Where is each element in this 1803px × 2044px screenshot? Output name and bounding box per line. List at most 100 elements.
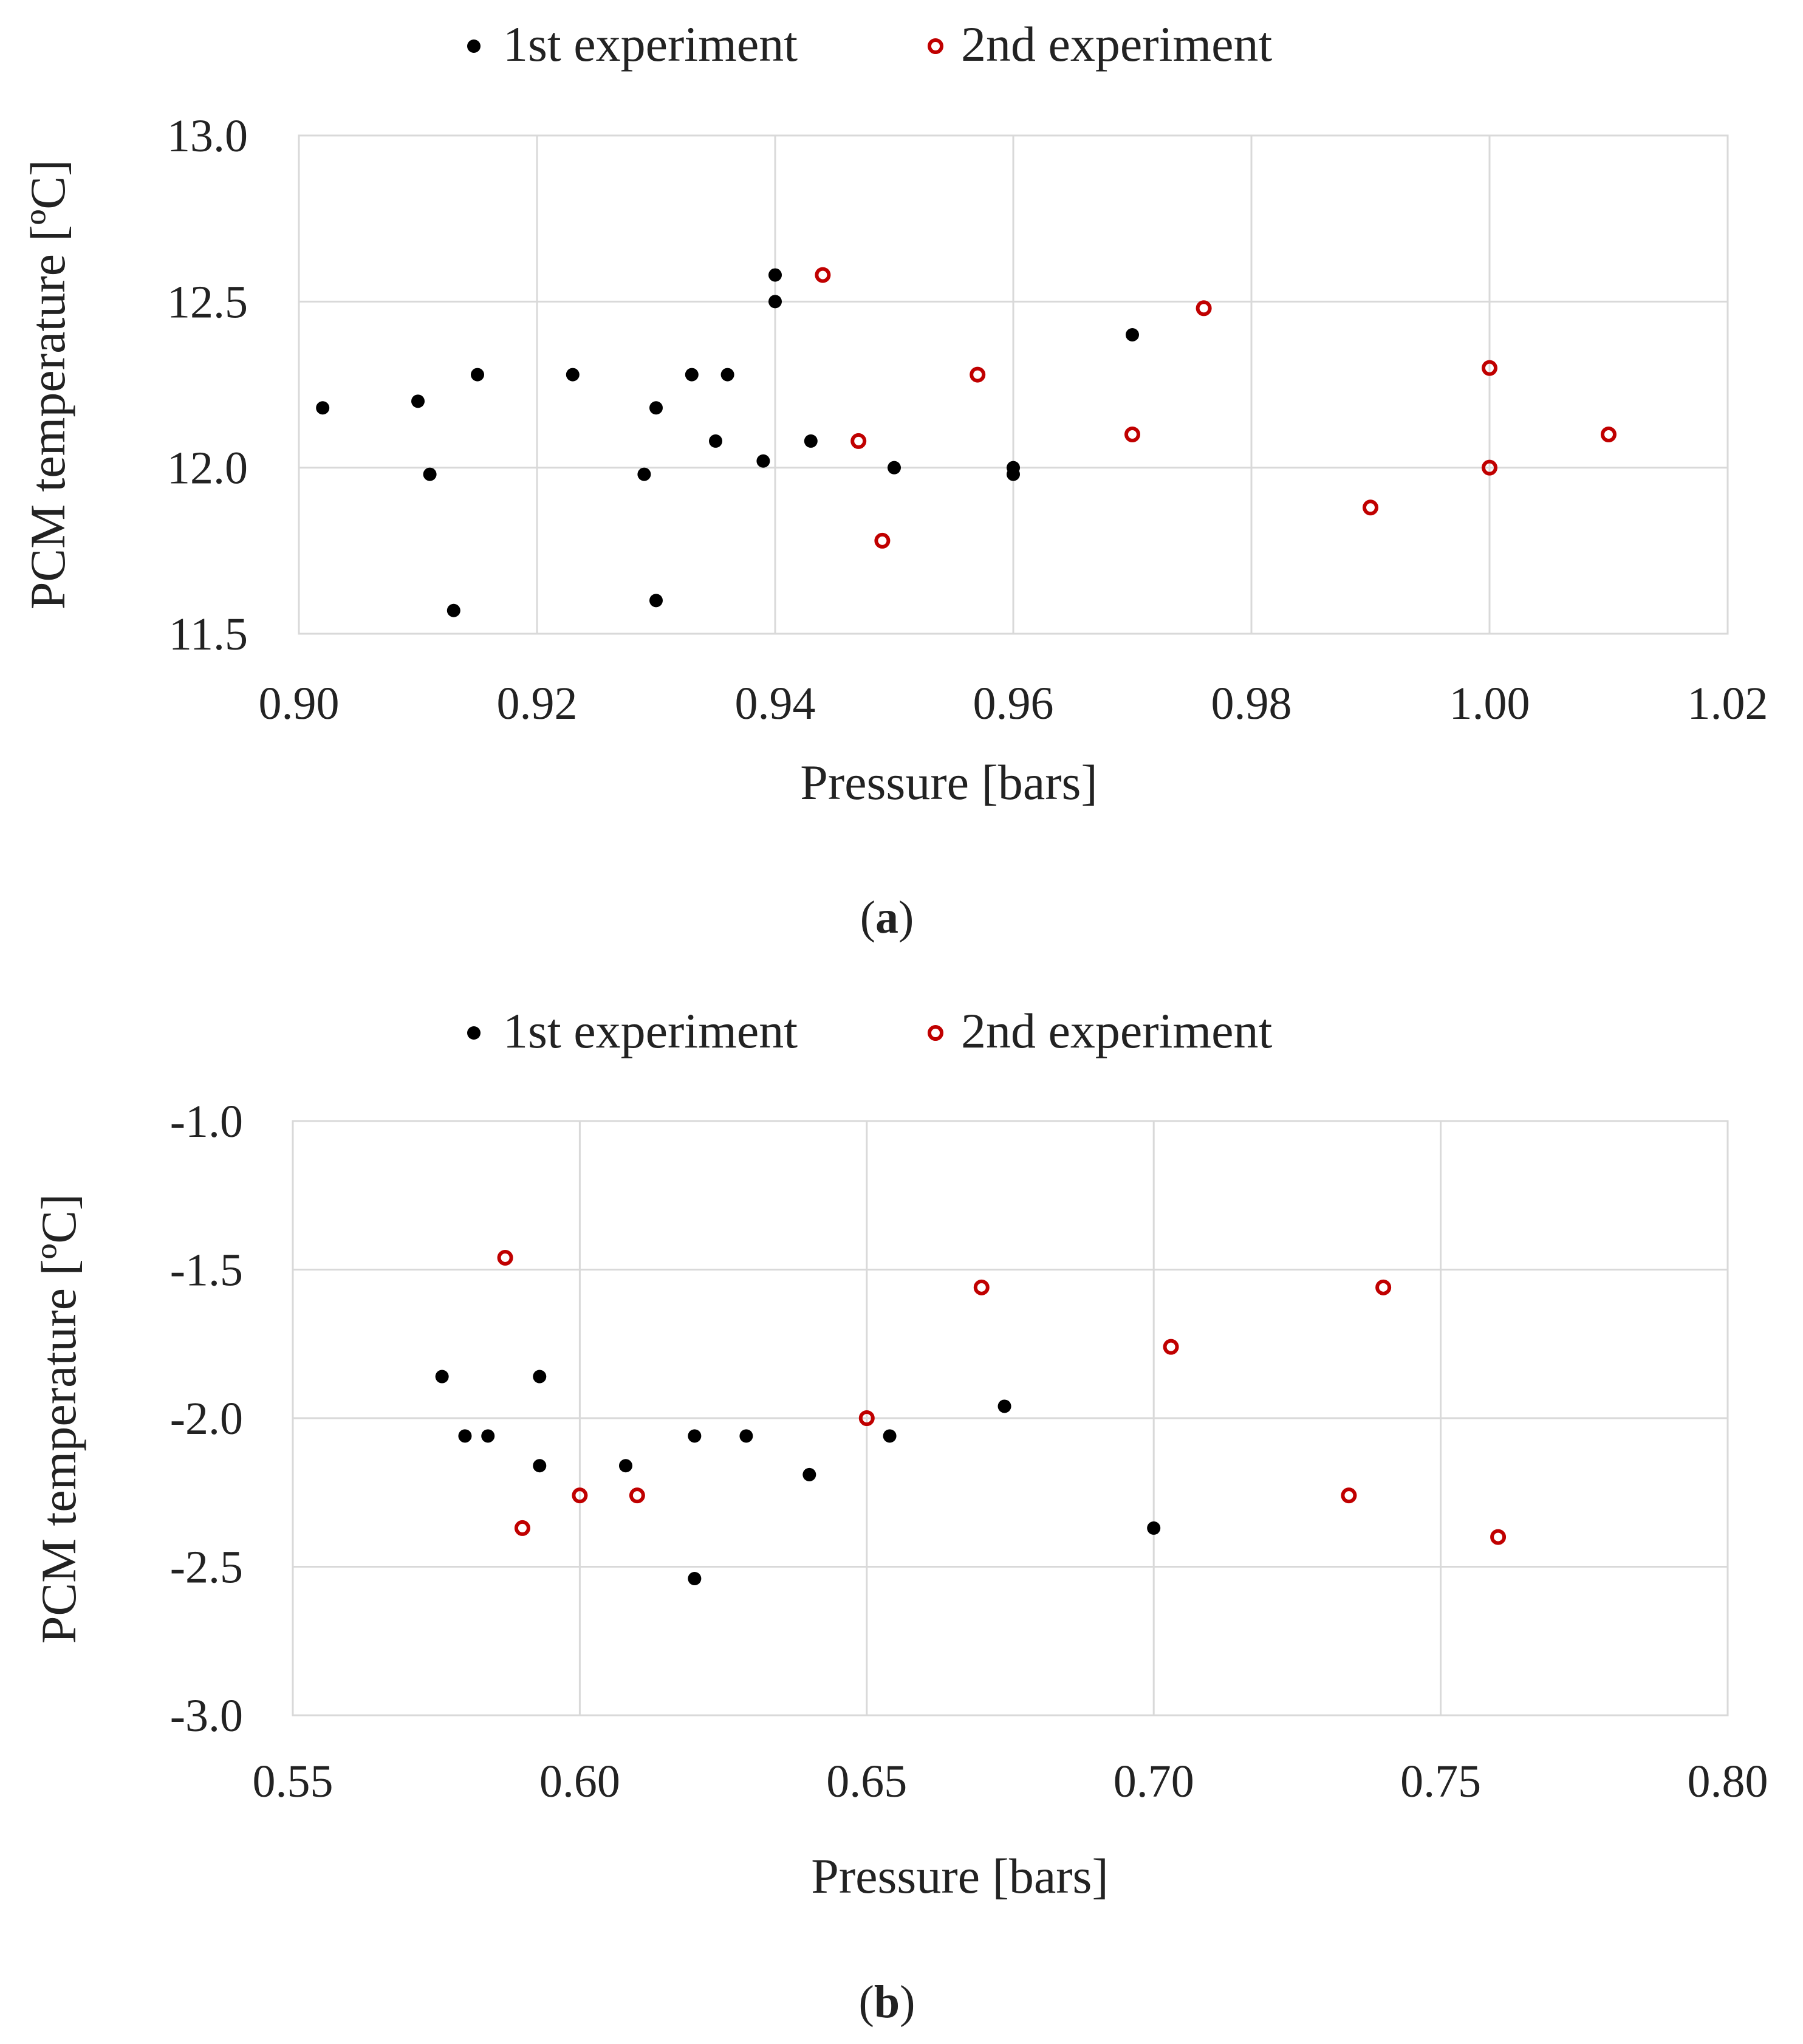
data-point-1st-experiment [709,434,722,448]
y-axis-ticks: 11.5 12.0 12.5 13.0 [167,111,248,660]
data-point-1st-experiment [688,1429,702,1443]
data-point-1st-experiment [458,1429,472,1443]
legend: 1st experiment 2nd experiment [467,16,1273,72]
data-point-1st-experiment [618,1459,632,1473]
chart-panel-a: 1st experiment 2nd experiment 0.90 0.92 0.… [20,16,1768,943]
data-point-2nd-experiment [1482,459,1497,476]
data-point-1st-experiment [720,368,734,382]
data-point-1st-experiment [649,594,663,608]
caption-letter-b: b [874,1977,900,2028]
data-point-2nd-experiment [815,267,831,283]
gridlines [298,134,1729,635]
x-tick-label: 0.96 [973,678,1054,729]
data-point-1st-experiment [739,1429,753,1443]
legend-marker-series-2 [928,1025,943,1041]
data-point-1st-experiment [637,467,651,481]
legend: 1st experiment 2nd experiment [467,1003,1273,1058]
x-tick-label: 0.98 [1211,678,1292,729]
data-points [316,267,1617,617]
data-point-2nd-experiment [850,433,867,449]
data-point-1st-experiment [471,368,484,382]
data-point-1st-experiment [756,454,770,468]
gridlines [292,1120,1729,1716]
x-tick-label: 0.94 [735,678,816,729]
y-tick-label: -2.5 [170,1542,243,1593]
x-axis-ticks: 0.55 0.60 0.65 0.70 0.75 0.80 [253,1756,1768,1807]
data-points [435,1249,1507,1586]
data-point-2nd-experiment [1124,427,1140,442]
legend-label-series-1: 1st experiment [503,1003,798,1058]
data-point-2nd-experiment [1363,499,1378,516]
legend-label-series-1: 1st experiment [503,16,798,72]
legend-marker-series-1 [467,39,481,53]
x-axis-title: Pressure [bars] [800,755,1098,810]
data-point-2nd-experiment [1490,1529,1507,1545]
data-point-1st-experiment [1126,328,1139,341]
data-point-2nd-experiment [1196,300,1212,317]
data-point-1st-experiment [566,368,580,382]
y-tick-label: -1.0 [170,1096,243,1147]
caption-a: (a) [860,892,914,943]
data-point-1st-experiment [411,394,425,408]
caption-letter-a: a [875,892,898,943]
data-point-1st-experiment [768,295,782,309]
data-point-1st-experiment [649,401,663,415]
legend-label-series-2: 2nd experiment [961,1003,1273,1058]
x-tick-label: 0.60 [539,1756,620,1807]
y-tick-label: 12.5 [167,276,248,328]
data-point-2nd-experiment [514,1520,530,1536]
y-tick-label: -2.0 [170,1393,243,1444]
y-axis-title: PCM temperature [ºC] [20,160,75,609]
legend-marker-series-2 [928,38,943,54]
y-tick-label: -3.0 [170,1690,243,1741]
data-point-1st-experiment [685,368,699,382]
legend-marker-series-1 [467,1026,481,1040]
data-point-1st-experiment [533,1459,547,1473]
x-tick-label: 1.02 [1688,678,1768,729]
x-tick-label: 0.92 [497,678,578,729]
data-point-2nd-experiment [572,1487,588,1504]
x-tick-label: 0.75 [1400,1756,1481,1807]
data-point-1st-experiment [1147,1521,1161,1535]
data-point-2nd-experiment [970,366,986,383]
data-point-1st-experiment [997,1399,1011,1413]
data-point-1st-experiment [888,461,901,475]
chart-panel-b: 1st experiment 2nd experiment 0.55 0.60 0.… [31,1003,1768,2028]
data-point-1st-experiment [1007,467,1020,481]
y-axis-ticks: -3.0 -2.5 -2.0 -1.5 -1.0 [170,1096,243,1741]
y-tick-label: 11.5 [169,609,248,660]
data-point-2nd-experiment [1482,360,1497,376]
plot-area [292,1120,1729,1716]
x-tick-label: 0.70 [1114,1756,1194,1807]
y-tick-label: -1.5 [170,1245,243,1296]
data-point-2nd-experiment [1601,427,1617,442]
plot-area [298,134,1729,635]
data-point-2nd-experiment [874,532,891,549]
data-point-2nd-experiment [1163,1339,1179,1355]
x-tick-label: 0.65 [826,1756,907,1807]
data-point-2nd-experiment [973,1279,990,1295]
y-tick-label: 13.0 [167,111,248,162]
data-point-1st-experiment [435,1370,449,1384]
data-point-2nd-experiment [858,1410,875,1426]
x-tick-label: 0.80 [1688,1756,1768,1807]
data-point-1st-experiment [481,1429,495,1443]
data-point-1st-experiment [446,603,460,617]
data-point-2nd-experiment [497,1249,513,1266]
y-tick-label: 12.0 [167,443,248,494]
data-point-1st-experiment [804,434,818,448]
data-point-1st-experiment [423,467,437,481]
data-point-2nd-experiment [629,1487,645,1504]
x-tick-label: 0.55 [253,1756,334,1807]
y-axis-title: PCM temperature [ºC] [31,1194,86,1644]
legend-label-series-2: 2nd experiment [961,16,1273,72]
data-point-2nd-experiment [1375,1279,1392,1295]
x-tick-label: 1.00 [1449,678,1530,729]
data-point-1st-experiment [688,1572,702,1586]
data-point-1st-experiment [802,1467,816,1481]
data-point-1st-experiment [768,268,782,282]
caption-b: (b) [859,1977,915,2028]
x-axis-title: Pressure [bars] [811,1848,1109,1904]
data-point-2nd-experiment [1341,1487,1357,1504]
